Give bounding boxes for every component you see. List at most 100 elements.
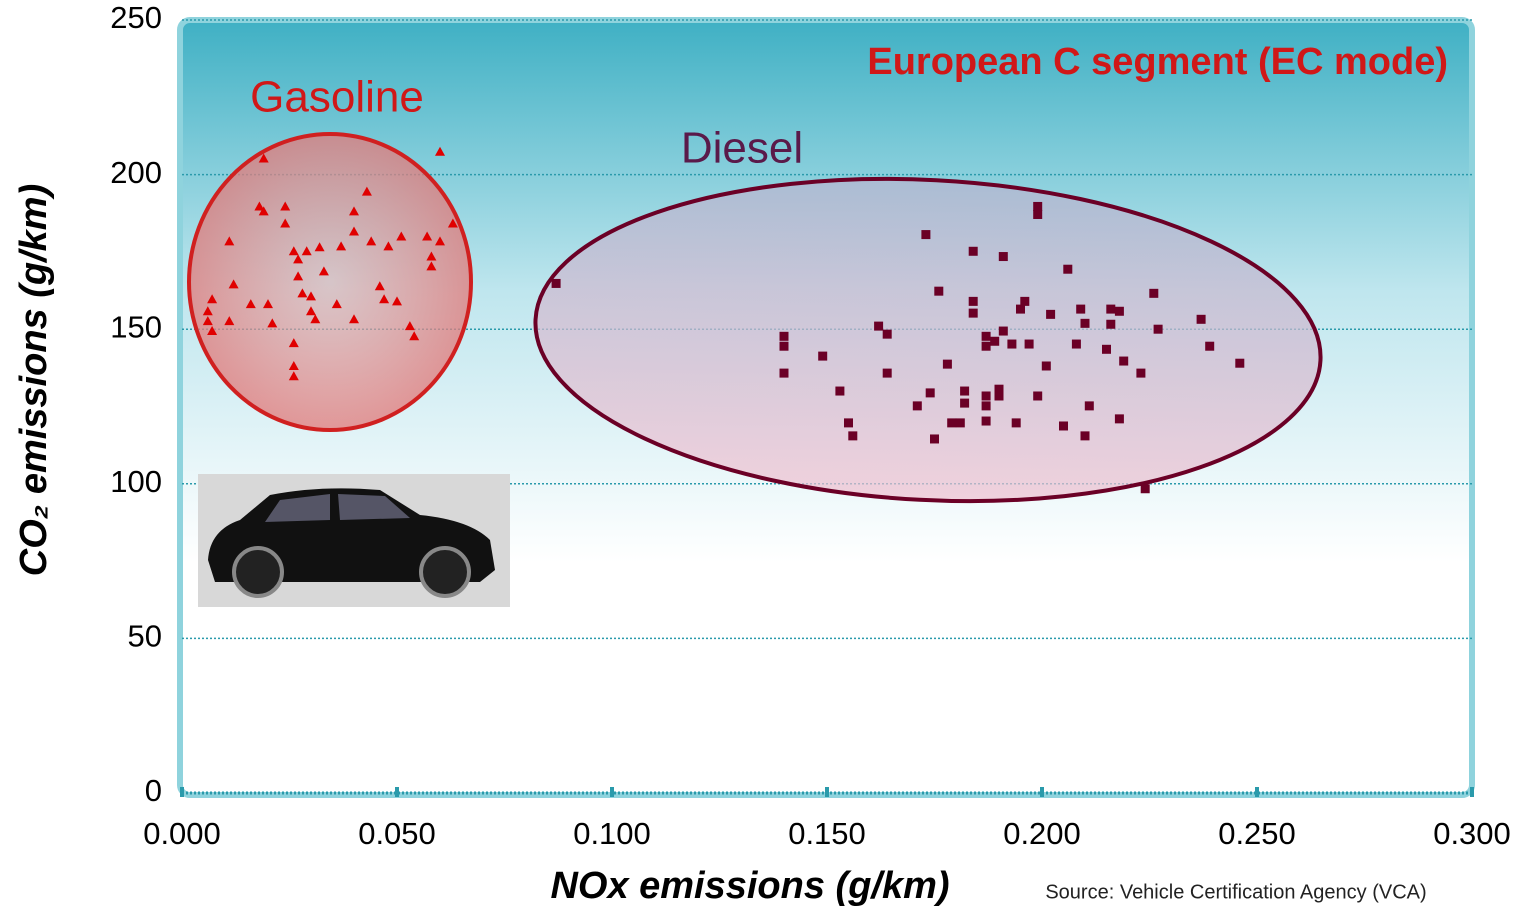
gasoline-point — [224, 236, 235, 246]
diesel-point — [921, 230, 931, 240]
gasoline-point — [207, 326, 218, 336]
y-tick-label: 200 — [110, 155, 162, 190]
gasoline-point — [288, 246, 299, 256]
gasoline-point — [383, 241, 394, 251]
diesel-point — [981, 416, 991, 426]
chart-title: European C segment (EC mode) — [867, 41, 1448, 83]
diesel-point — [835, 386, 845, 396]
diesel-point — [1102, 344, 1111, 354]
diesel-point — [942, 359, 952, 369]
gasoline-point — [228, 279, 239, 289]
gasoline-point — [435, 146, 445, 156]
diesel-point — [874, 321, 884, 331]
gasoline-point — [288, 338, 299, 348]
gasoline-point — [267, 318, 278, 328]
diesel-point — [947, 418, 957, 428]
diesel-point — [1024, 339, 1034, 349]
diesel-point — [990, 336, 1000, 346]
source: Source: Vehicle Certification Agency (VC… — [1045, 881, 1426, 903]
gasoline-point — [245, 299, 256, 309]
gasoline-point — [254, 201, 265, 211]
diesel-point — [882, 329, 892, 339]
y-tick-label: 100 — [110, 464, 162, 499]
diesel-point — [994, 384, 1004, 394]
gasoline-point — [288, 371, 299, 381]
diesel-point — [1106, 304, 1116, 314]
diesel-point — [968, 308, 978, 318]
diesel-point — [1084, 401, 1094, 411]
diesel-point — [779, 331, 789, 341]
gasoline-point — [349, 314, 359, 324]
diesel-point — [1080, 318, 1090, 328]
x-tick-label: 0.000 — [143, 816, 221, 851]
gasoline-point — [318, 266, 329, 276]
y-tick-label: 50 — [128, 619, 162, 654]
gasoline-point — [297, 288, 308, 298]
gasoline-point — [374, 281, 385, 291]
gasoline-point — [435, 236, 445, 246]
gasoline-point — [336, 241, 347, 251]
gasoline-point — [426, 261, 437, 271]
gasoline-point — [258, 206, 269, 216]
diesel-point — [1033, 391, 1043, 401]
gasoline-point — [207, 294, 218, 304]
diesel-point — [779, 341, 789, 351]
diesel-label: Diesel — [681, 124, 803, 173]
diesel-point — [1136, 368, 1146, 378]
x-tick-label: 0.050 — [358, 816, 436, 851]
diesel-point — [1076, 304, 1086, 314]
gasoline-point — [306, 291, 316, 301]
diesel-point — [1149, 288, 1159, 298]
diesel-point — [1114, 414, 1124, 424]
diesel-ellipse — [533, 176, 1323, 504]
diesel-point — [1080, 431, 1090, 441]
diesel-point — [844, 418, 853, 428]
diesel-point — [960, 386, 970, 396]
diesel-point — [882, 368, 892, 378]
gasoline-point — [288, 360, 299, 370]
gasoline-point — [314, 242, 325, 252]
diesel-point — [1071, 339, 1081, 349]
diesel-point — [925, 388, 935, 398]
x-axis-label: NOx emissions (g/km) — [550, 865, 949, 907]
diesel-point — [1114, 306, 1124, 316]
diesel-point — [1140, 484, 1150, 494]
x-tick-label: 0.200 — [1003, 816, 1081, 851]
gasoline-point — [349, 206, 359, 216]
diesel-point — [1106, 319, 1116, 329]
diesel-point — [779, 368, 789, 378]
gasoline-point — [293, 271, 304, 281]
diesel-point — [1041, 361, 1051, 371]
diesel-point — [1059, 421, 1068, 431]
gasoline-label: Gasoline — [250, 73, 424, 122]
diesel-point — [551, 278, 561, 288]
gasoline-point — [404, 321, 415, 331]
x-tick-label: 0.300 — [1433, 816, 1511, 851]
y-tick-label: 250 — [110, 0, 162, 35]
diesel-point — [981, 341, 991, 351]
diesel-point — [1196, 314, 1206, 324]
diesel-point — [1119, 356, 1129, 366]
gasoline-point — [263, 299, 273, 309]
gasoline-point — [306, 306, 316, 316]
gasoline-point — [379, 294, 390, 304]
x-tick-label: 0.150 — [788, 816, 866, 851]
diesel-point — [1205, 341, 1215, 351]
y-tick-label: 150 — [110, 309, 162, 344]
gasoline-point — [301, 246, 312, 256]
gasoline-point — [331, 299, 342, 309]
diesel-point — [912, 401, 922, 411]
y-tick-label: 0 — [145, 773, 162, 808]
diesel-point — [998, 326, 1008, 336]
gasoline-point — [258, 153, 269, 163]
diesel-point — [968, 246, 978, 256]
diesel-point — [981, 331, 991, 341]
gasoline-point — [396, 231, 407, 241]
diesel-point — [1020, 296, 1030, 306]
diesel-point — [994, 391, 1004, 401]
gasoline-point — [409, 331, 420, 341]
diesel-point — [1033, 201, 1043, 211]
gasoline-point — [392, 296, 402, 306]
